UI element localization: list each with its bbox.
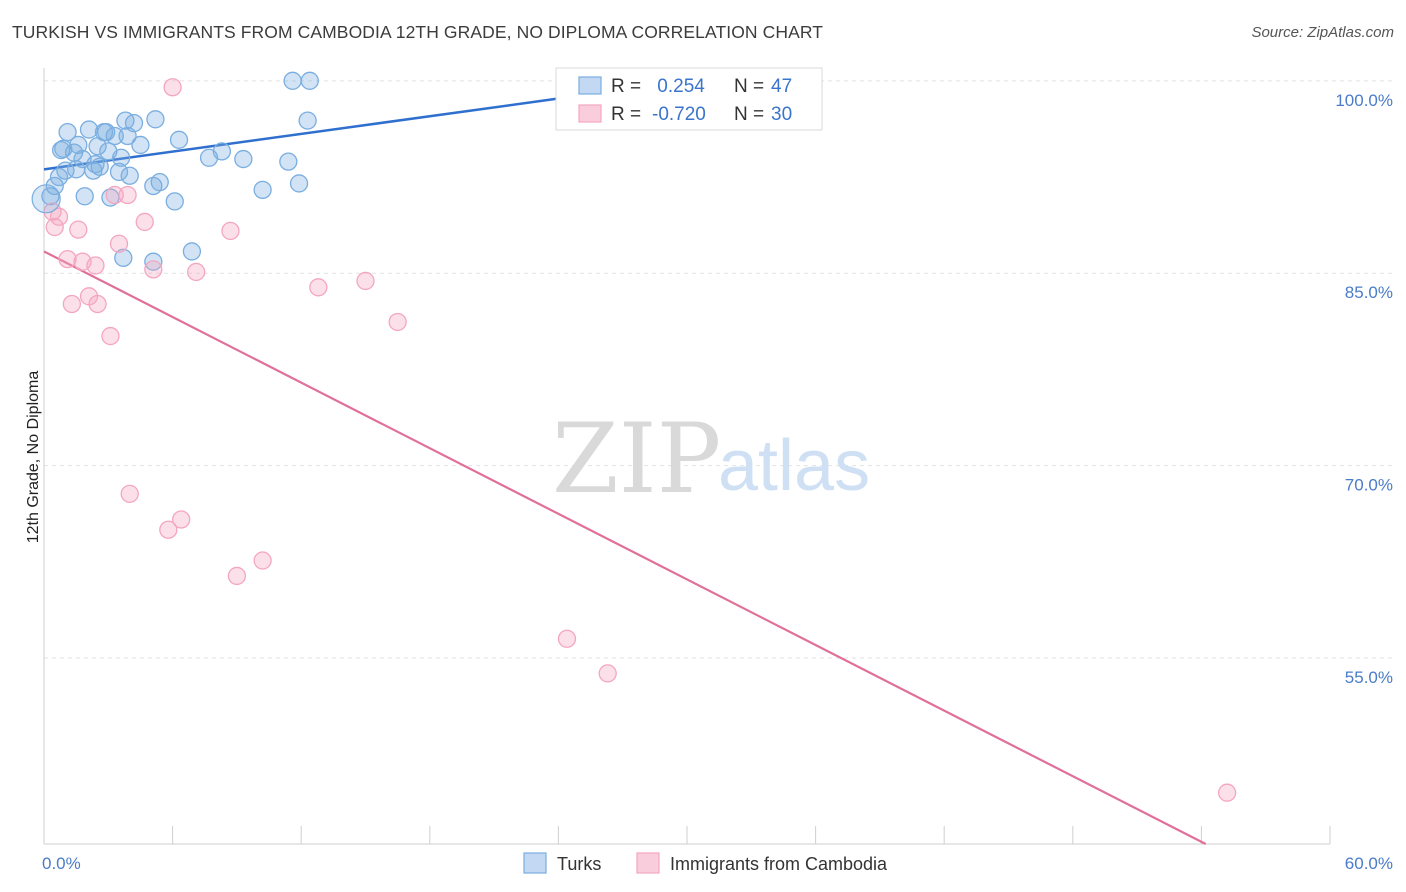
tick-labels: 100.0% 85.0% 70.0% 55.0% 0.0% 60.0% [42, 91, 1393, 873]
data-point [221, 221, 240, 241]
data-point [227, 566, 247, 586]
stats-n-value-cambodia: 30 [771, 104, 792, 125]
data-point [356, 271, 375, 291]
data-point [109, 234, 129, 253]
data-point [283, 71, 302, 90]
data-point [1217, 783, 1237, 802]
data-point [289, 174, 309, 193]
data-point [114, 248, 133, 267]
data-point [58, 249, 77, 269]
data-point [41, 187, 60, 206]
data-point [135, 212, 154, 232]
y-tick-label: 100.0% [1335, 91, 1393, 110]
data-point [300, 71, 319, 90]
legend-swatch-turks [523, 852, 547, 874]
data-point [212, 142, 232, 161]
data-point [131, 135, 150, 155]
data-point [45, 217, 64, 237]
data-point [79, 120, 99, 139]
data-point [144, 260, 163, 279]
data-point [124, 114, 144, 133]
source-label: Source: ZipAtlas.com [1251, 24, 1394, 41]
data-point [97, 122, 116, 142]
data-point [159, 520, 178, 539]
data-point [165, 192, 184, 211]
axes [43, 68, 1331, 845]
data-point [388, 312, 407, 332]
data-point [88, 294, 107, 314]
stats-n-value-turks: 47 [771, 76, 792, 97]
data-point [69, 135, 88, 155]
data-point [144, 252, 163, 271]
stats-r-label-cambodia: R = [611, 104, 641, 125]
data-point [105, 185, 124, 205]
data-point [86, 256, 105, 275]
series-cambodia [43, 78, 1237, 802]
stats-r-label-turks: R = [611, 76, 641, 97]
data-point [187, 262, 206, 282]
data-point [90, 157, 109, 176]
data-point [234, 149, 253, 169]
data-point [150, 173, 169, 192]
chart-title: TURKISH VS IMMIGRANTS FROM CAMBODIA 12TH… [12, 22, 824, 42]
stats-r-value-cambodia: -0.720 [652, 104, 706, 125]
data-point [62, 294, 82, 314]
data-point [45, 176, 64, 196]
data-point [172, 510, 191, 529]
data-point [49, 167, 69, 187]
data-point [146, 110, 165, 129]
y-axis-title: 12th Grade, No Diploma [25, 371, 42, 544]
data-point [75, 187, 94, 206]
data-point [253, 180, 272, 200]
data-point [67, 160, 86, 179]
legend-label-cambodia: Immigrants from Cambodia [670, 854, 888, 874]
x-tick-label: 60.0% [1345, 854, 1393, 873]
data-point-large [31, 184, 61, 214]
watermark-atlas: atlas [718, 426, 870, 506]
trend-line [43, 250, 1207, 845]
y-tick-label: 85.0% [1345, 283, 1393, 302]
y-tick-label: 70.0% [1345, 476, 1393, 495]
data-points [31, 71, 1237, 802]
data-point [309, 278, 328, 297]
data-point [101, 326, 120, 346]
watermark: ZIP atlas [552, 403, 870, 515]
x-tick-label: 0.0% [42, 854, 81, 873]
stats-n-label-turks: N = [734, 76, 764, 97]
data-point [253, 551, 272, 570]
data-point [279, 152, 298, 171]
stats-legend: R = 0.254 N = 47 R = -0.720 N = 30 [555, 67, 823, 131]
data-point [105, 126, 124, 146]
data-point [49, 207, 69, 226]
stats-legend-swatch-cambodia [578, 104, 602, 123]
data-point [112, 148, 131, 167]
data-point [298, 111, 317, 130]
y-tick-label: 55.0% [1345, 668, 1393, 687]
data-point [169, 130, 189, 149]
data-point [118, 185, 137, 205]
series-turks [41, 71, 664, 271]
legend-swatch-cambodia [636, 852, 660, 874]
stats-r-value-turks: 0.254 [652, 76, 705, 97]
watermark-zip: ZIP [552, 403, 721, 515]
data-point [598, 664, 617, 683]
data-point [163, 78, 182, 97]
legend-label-turks: Turks [557, 854, 601, 874]
data-point [58, 122, 77, 142]
data-point [120, 166, 139, 185]
data-point [120, 484, 139, 503]
data-point [109, 162, 129, 182]
data-point [557, 629, 577, 648]
series-legend: Turks Immigrants from Cambodia [523, 852, 888, 874]
stats-n-label-cambodia: N = [734, 104, 764, 125]
data-point [69, 220, 88, 239]
stats-legend-swatch-turks [578, 76, 602, 95]
data-point [182, 242, 202, 261]
data-point [54, 139, 73, 158]
